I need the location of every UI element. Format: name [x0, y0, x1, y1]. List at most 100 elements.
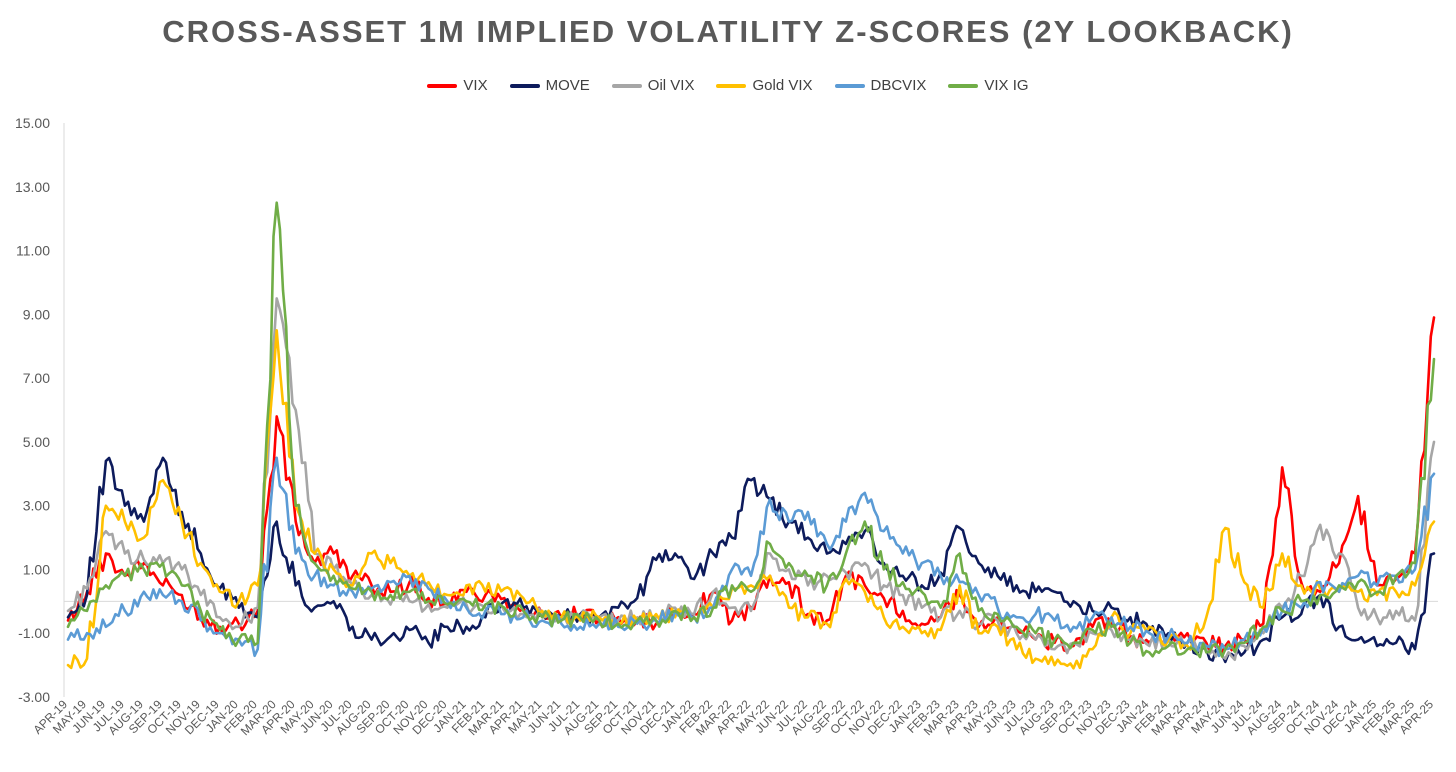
legend-swatch — [509, 83, 540, 88]
legend-swatch — [948, 83, 979, 88]
data-point-vix-ig — [1281, 610, 1284, 612]
data-point-vix-ig — [1205, 651, 1208, 654]
data-point-move — [105, 460, 107, 462]
data-point-dbcvix — [579, 625, 582, 628]
data-point-gold-vix — [1205, 616, 1208, 619]
data-point-vix — [484, 594, 487, 596]
data-point-dbcvix — [1110, 616, 1113, 619]
data-point-vix-ig — [1433, 358, 1435, 360]
data-point-oil-vix — [958, 610, 961, 612]
data-point-gold-vix — [958, 584, 961, 587]
data-point-move — [901, 574, 904, 577]
data-point-vix — [351, 574, 354, 577]
data-point-gold-vix — [1148, 625, 1151, 628]
data-point-gold-vix — [503, 587, 506, 590]
data-point-move — [1034, 590, 1037, 593]
data-point-vix-ig — [731, 584, 733, 587]
data-point-vix — [1262, 622, 1265, 625]
legend-label: DBCVIX — [870, 77, 927, 94]
data-point-oil-vix — [1319, 523, 1322, 526]
data-point-vix-ig — [465, 600, 468, 603]
legend-item-vix-ig: VIX IG — [948, 77, 1029, 94]
data-point-vix-ig — [882, 568, 885, 571]
data-point-oil-vix — [1243, 645, 1246, 647]
data-point-move — [920, 584, 923, 587]
data-point-dbcvix — [1072, 625, 1075, 628]
data-point-vix-ig — [256, 641, 259, 644]
data-point-oil-vix — [446, 606, 449, 609]
y-tick-label: 11.00 — [16, 243, 50, 259]
data-point-oil-vix — [1091, 632, 1094, 635]
data-point-vix — [788, 581, 790, 584]
legend-item-gold-vix: Gold VIX — [716, 77, 813, 94]
data-point-vix-ig — [427, 600, 430, 603]
data-point-gold-vix — [939, 629, 942, 631]
data-point-gold-vix — [560, 616, 563, 619]
data-point-vix — [105, 552, 107, 555]
data-point-vix — [1281, 466, 1284, 469]
data-point-move — [275, 520, 278, 523]
data-point-vix — [1338, 562, 1341, 564]
data-point-gold-vix — [199, 562, 202, 564]
data-point-oil-vix — [1376, 616, 1378, 619]
data-point-dbcvix — [560, 622, 563, 625]
data-point-dbcvix — [996, 606, 999, 609]
data-point-vix — [1205, 641, 1208, 644]
data-point-vix — [863, 584, 866, 587]
data-point-move — [142, 520, 145, 523]
data-point-dbcvix — [105, 625, 107, 628]
data-point-dbcvix — [617, 625, 620, 628]
data-point-dbcvix — [124, 610, 126, 612]
data-point-dbcvix — [1186, 641, 1189, 644]
data-point-vix — [1300, 581, 1303, 584]
data-point-dbcvix — [1129, 625, 1132, 628]
data-point-move — [636, 597, 639, 600]
legend-swatch — [834, 83, 865, 88]
data-point-gold-vix — [427, 581, 430, 584]
legend-label: Oil VIX — [647, 77, 695, 94]
data-point-vix-ig — [977, 610, 980, 612]
data-point-oil-vix — [389, 603, 392, 606]
data-point-vix-ig — [1015, 625, 1018, 628]
data-point-dbcvix — [446, 600, 449, 603]
data-point-move — [484, 616, 487, 619]
data-point-gold-vix — [901, 625, 904, 628]
data-point-oil-vix — [1034, 638, 1037, 641]
data-point-gold-vix — [522, 597, 525, 600]
legend-item-oil-vix: Oil VIX — [611, 77, 695, 94]
data-point-dbcvix — [1167, 635, 1170, 638]
data-point-move — [370, 638, 373, 641]
data-point-vix-ig — [1395, 574, 1397, 577]
data-point-vix-ig — [674, 610, 677, 612]
data-point-move — [825, 552, 828, 555]
data-point-gold-vix — [142, 536, 145, 539]
data-point-move — [1433, 552, 1435, 555]
data-point-vix-ig — [996, 613, 999, 615]
data-point-dbcvix — [882, 530, 885, 533]
data-point-vix — [275, 415, 278, 418]
data-point-gold-vix — [598, 616, 601, 619]
data-point-oil-vix — [1262, 632, 1265, 635]
data-point-dbcvix — [844, 520, 847, 523]
data-point-vix-ig — [1262, 625, 1265, 628]
data-point-vix — [332, 552, 335, 555]
data-point-move — [389, 635, 392, 638]
data-point-dbcvix — [370, 587, 373, 590]
data-point-dbcvix — [958, 581, 961, 584]
data-point-dbcvix — [1205, 645, 1208, 647]
data-point-vix — [1186, 632, 1189, 635]
data-point-gold-vix — [465, 584, 468, 587]
data-point-move — [712, 552, 714, 555]
data-point-gold-vix — [977, 632, 980, 635]
data-point-oil-vix — [427, 603, 430, 606]
data-point-dbcvix — [731, 568, 733, 571]
data-point-vix-ig — [825, 584, 828, 587]
data-point-gold-vix — [769, 574, 771, 577]
data-point-gold-vix — [807, 616, 809, 619]
data-point-move — [1414, 648, 1416, 651]
data-point-oil-vix — [882, 584, 885, 587]
data-point-gold-vix — [1433, 520, 1435, 523]
legend: VIX MOVE Oil VIX Gold VIX DBCVIX VIX IG — [0, 77, 1456, 94]
data-point-move — [351, 625, 354, 628]
data-point-dbcvix — [901, 552, 904, 555]
